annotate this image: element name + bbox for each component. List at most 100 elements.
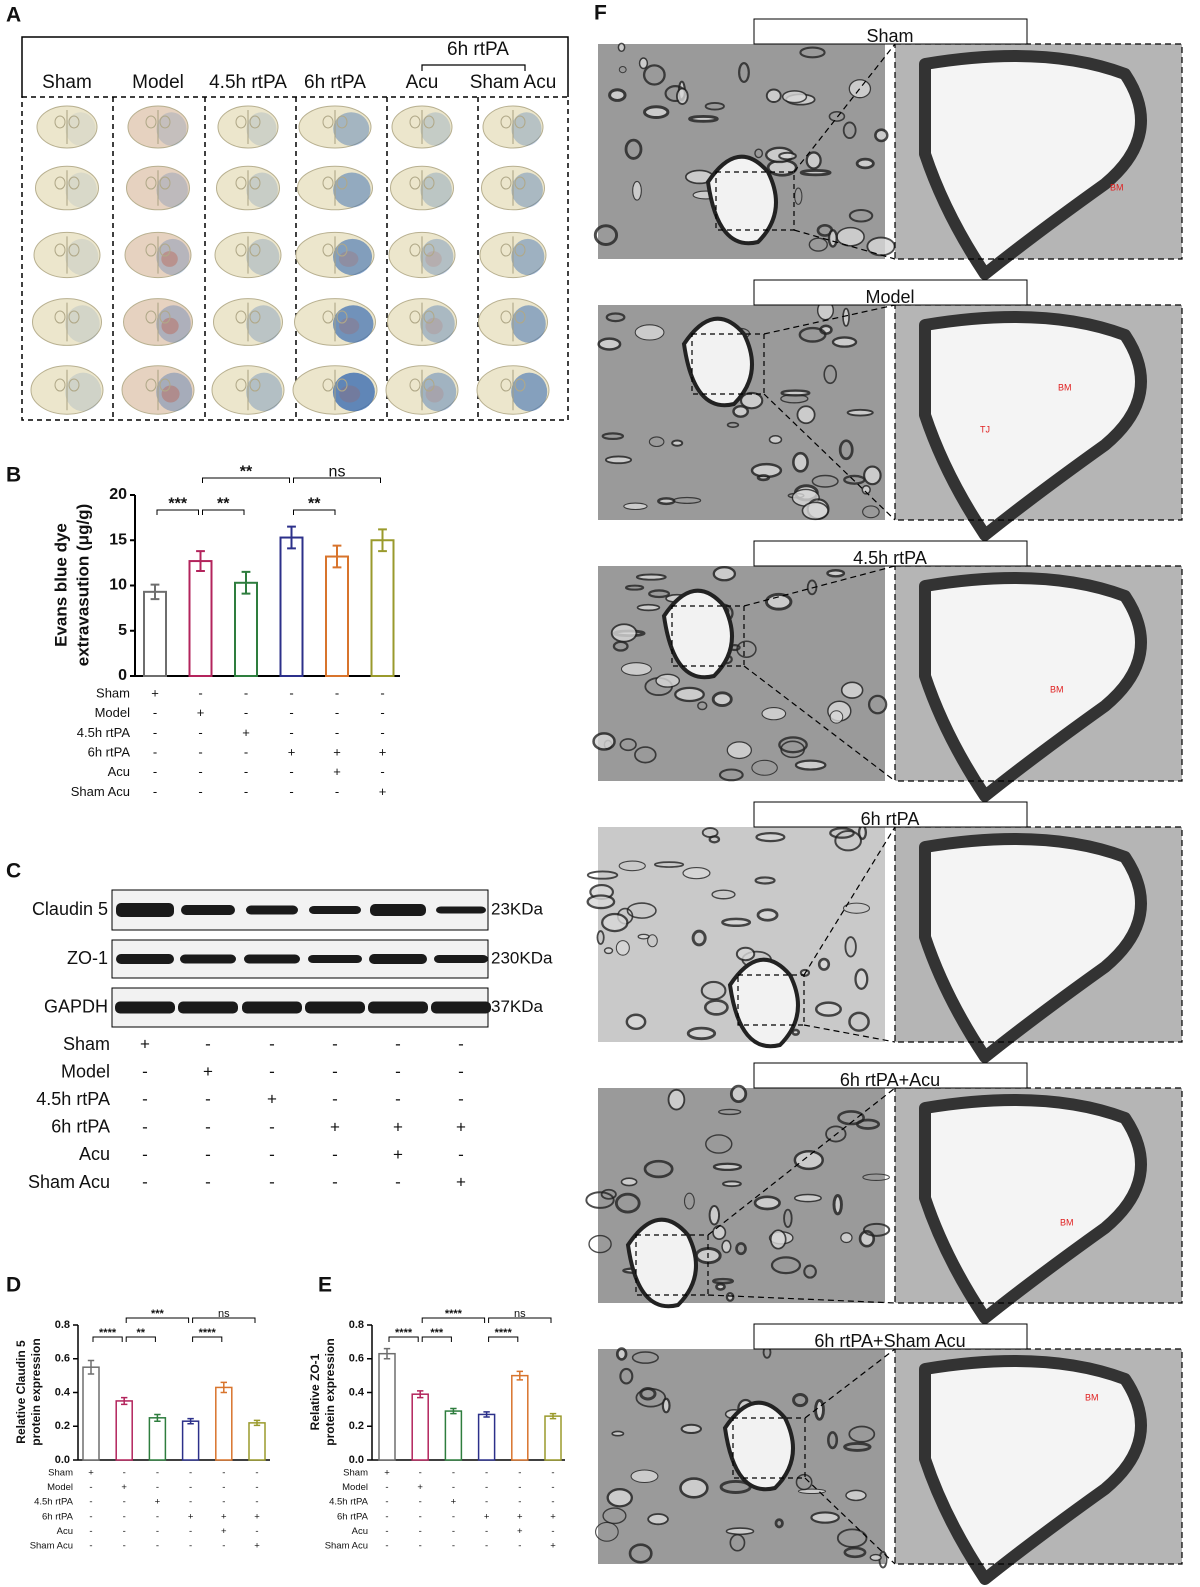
ventricle	[514, 243, 526, 257]
ventricle	[423, 378, 435, 392]
y-tick-label: 0.6	[55, 1353, 70, 1365]
condition-sign: +	[221, 1511, 227, 1522]
blue-stain	[333, 238, 373, 276]
tem-frame-right	[894, 1087, 1183, 1304]
tem-texture	[842, 902, 871, 914]
blue-stain	[332, 305, 374, 343]
error-bar	[196, 550, 205, 573]
tem-texture	[837, 1110, 865, 1126]
condition-sign: -	[205, 1090, 211, 1109]
tem-texture	[608, 88, 627, 102]
tem-texture	[848, 208, 874, 223]
y-tick-label: 0.8	[349, 1319, 364, 1331]
condition-sign: +	[288, 745, 296, 760]
ventricle	[500, 310, 512, 324]
condition-sign: +	[550, 1541, 556, 1552]
tem-title: 6h rtPA	[861, 809, 920, 829]
ventricle	[514, 310, 526, 324]
tem-title: 6h rtPA+Sham Acu	[814, 1331, 965, 1351]
tem-texture	[626, 902, 657, 919]
y-tick-label: 0.0	[55, 1454, 70, 1466]
blue-stain	[156, 112, 187, 146]
tem-texture	[614, 1192, 641, 1214]
zoom-line	[707, 1294, 896, 1304]
panel-letter: F	[594, 2, 607, 25]
tem-texture	[862, 1222, 891, 1237]
tem-texture	[792, 1393, 809, 1408]
tem-texture	[618, 66, 627, 74]
blue-stain	[246, 112, 277, 146]
tem-texture	[715, 1282, 726, 1291]
tem-texture	[832, 1194, 843, 1216]
ventricle	[159, 310, 171, 324]
tem-texture	[798, 326, 827, 343]
condition-sign: -	[551, 1497, 554, 1508]
blue-stain	[156, 305, 191, 343]
condition-sign: -	[332, 1172, 338, 1191]
condition-sign: +	[456, 1117, 466, 1136]
red-stain	[161, 317, 179, 335]
condition-sign: +	[140, 1034, 150, 1053]
error-bar	[332, 544, 342, 569]
ventricle	[159, 115, 171, 129]
tem-texture	[586, 894, 616, 910]
red-stain	[339, 385, 361, 403]
blot-band	[436, 906, 486, 914]
tem-texture	[855, 157, 875, 170]
ventricle	[500, 115, 512, 129]
blue-stain	[511, 238, 545, 276]
tem-texture	[586, 870, 619, 880]
ventricle	[423, 115, 435, 129]
blue-stain	[246, 238, 280, 276]
tem-texture	[805, 151, 822, 170]
tem-texture	[770, 1256, 802, 1275]
condition-sign: -	[419, 1497, 422, 1508]
ventricle	[54, 176, 66, 190]
tem-texture	[811, 474, 839, 488]
condition-sign: -	[485, 1468, 488, 1479]
blue-stain	[65, 112, 96, 146]
condition-sign: -	[269, 1034, 275, 1053]
bar	[82, 1366, 100, 1461]
tem-texture	[712, 1277, 735, 1285]
y-tick-label: 15	[109, 531, 127, 548]
condition-sign: +	[417, 1482, 423, 1493]
title-box	[753, 279, 1028, 306]
condition-sign: -	[189, 1468, 192, 1479]
condition-label: Model	[342, 1482, 368, 1493]
ventricle	[409, 176, 421, 190]
tem-texture	[869, 1553, 882, 1562]
tem-texture	[718, 1108, 742, 1116]
condition-sign: -	[332, 1034, 338, 1053]
tem-frame-right	[894, 43, 1183, 260]
tem-texture	[768, 435, 783, 445]
zoom-line	[763, 304, 896, 335]
tem-texture	[615, 940, 630, 956]
tem-texture	[712, 1162, 743, 1172]
blue-stain	[511, 112, 542, 146]
significance-bracket	[125, 1336, 156, 1342]
tem-texture	[791, 1028, 801, 1036]
zoom-box	[732, 1417, 806, 1479]
tem-texture	[725, 1292, 735, 1302]
error-bar	[121, 1396, 128, 1406]
tem-texture	[703, 999, 729, 1016]
ventricle	[322, 176, 334, 190]
condition-label: Model	[61, 1061, 110, 1081]
tem-texture	[848, 1425, 876, 1443]
tem-texture	[874, 128, 889, 143]
error-bar	[150, 583, 160, 601]
error-bar	[383, 1347, 391, 1360]
condition-label: Sham	[96, 685, 130, 700]
blue-stain	[420, 305, 455, 343]
tem-texture	[755, 832, 786, 843]
blot-band	[115, 1001, 175, 1014]
condition-sign: -	[205, 1117, 211, 1136]
column-header: Acu	[406, 72, 439, 93]
ventricle	[322, 115, 334, 129]
condition-sign: -	[452, 1526, 455, 1537]
panel-letter: D	[6, 1274, 21, 1297]
condition-sign: -	[156, 1482, 159, 1493]
ventricle	[423, 310, 435, 324]
tem-texture	[725, 1527, 755, 1536]
